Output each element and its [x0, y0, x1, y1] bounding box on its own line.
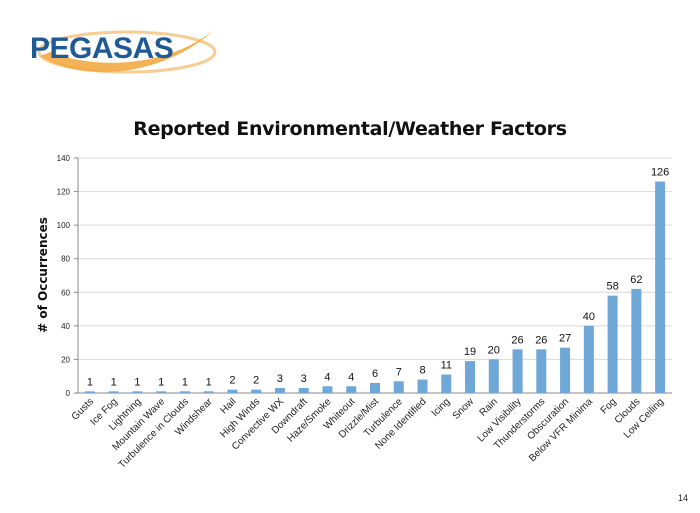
data-label: 26 — [511, 334, 523, 346]
bar — [108, 391, 119, 393]
bar — [417, 379, 428, 393]
data-label: 62 — [630, 274, 642, 286]
bar — [156, 391, 167, 393]
bar — [84, 391, 95, 393]
bar — [393, 381, 404, 393]
x-tick-label: Icing — [430, 396, 453, 419]
data-label: 27 — [559, 333, 571, 345]
y-tick-label: 80 — [61, 255, 70, 264]
bar — [560, 347, 571, 393]
x-tick-label: Snow — [451, 396, 477, 422]
bar — [583, 325, 594, 393]
chart-title: Reported Environmental/Weather Factors — [133, 118, 567, 140]
data-label: 2 — [229, 375, 235, 387]
y-tick-label: 140 — [57, 154, 71, 163]
data-label: 8 — [419, 365, 425, 377]
bar — [251, 389, 262, 393]
bar — [132, 391, 143, 393]
y-tick-label: 60 — [61, 288, 70, 297]
y-tick-label: 20 — [61, 355, 70, 364]
bar — [322, 386, 333, 393]
y-tick-label: 0 — [66, 389, 71, 398]
bar — [274, 387, 285, 393]
logo-swoosh — [40, 30, 214, 72]
data-label: 26 — [535, 334, 547, 346]
data-label: 3 — [277, 373, 283, 385]
y-tick-label: 120 — [57, 188, 71, 197]
data-label: 1 — [182, 376, 188, 388]
bar — [227, 389, 238, 393]
page-number: 14 — [677, 493, 688, 503]
bar — [536, 349, 547, 393]
logo-text: PEGASAS — [30, 32, 173, 65]
bar — [488, 359, 499, 393]
y-tick-label: 40 — [61, 322, 70, 331]
bar — [298, 387, 309, 393]
data-label: 19 — [464, 346, 476, 358]
pegasas-logo: PEGASAS — [30, 30, 217, 74]
bar — [655, 181, 666, 393]
y-axis-title: # of Occurrences — [36, 217, 50, 333]
data-label: 1 — [87, 376, 93, 388]
data-label: 20 — [488, 344, 500, 356]
bar — [512, 349, 523, 393]
bar — [203, 391, 214, 393]
data-label: 1 — [206, 376, 212, 388]
bar — [179, 391, 190, 393]
x-tick-label: Hail — [219, 396, 239, 416]
bar — [465, 361, 476, 393]
y-tick-label: 100 — [57, 221, 71, 230]
data-label: 3 — [301, 373, 307, 385]
x-tick-label: Fog — [599, 396, 619, 416]
data-label: 2 — [253, 375, 259, 387]
bar — [441, 374, 452, 393]
data-label: 40 — [583, 311, 595, 323]
data-label: 4 — [324, 371, 330, 383]
bar — [631, 288, 642, 393]
data-label: 11 — [441, 360, 452, 372]
data-label: 58 — [606, 281, 618, 293]
data-label: 6 — [372, 368, 378, 380]
bar — [607, 295, 618, 393]
data-label: 1 — [111, 376, 117, 388]
bar — [346, 386, 357, 393]
data-label: 1 — [134, 376, 140, 388]
bar — [370, 382, 380, 393]
data-label: 126 — [651, 167, 669, 179]
data-label: 7 — [396, 366, 402, 378]
data-label: 4 — [348, 371, 354, 383]
data-label: 1 — [158, 376, 164, 388]
